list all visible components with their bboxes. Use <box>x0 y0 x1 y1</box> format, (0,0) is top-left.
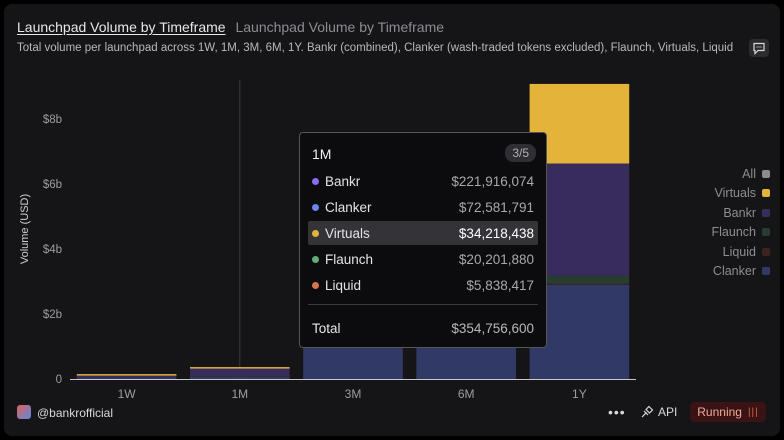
chart-title-secondary: Launchpad Volume by Timeframe <box>235 19 445 35</box>
bar-segment-bankr-1m <box>189 368 290 376</box>
legend-label: Bankr <box>723 205 756 220</box>
bar-segment-flaunch-1y <box>529 275 630 284</box>
chart-card: Launchpad Volume by Timeframe Launchpad … <box>4 4 780 436</box>
y-tick-label: 0 <box>56 374 62 386</box>
legend-label: All <box>742 166 756 181</box>
tooltip-series-value: $5,838,417 <box>466 277 534 293</box>
tooltip-row-flaunch: Flaunch $20,201,880 <box>308 247 538 271</box>
series-dot <box>312 203 319 211</box>
tooltip-total-label: Total <box>312 321 341 336</box>
legend-swatch <box>762 228 770 237</box>
avatar[interactable] <box>17 405 31 419</box>
status-label: Running <box>697 405 742 419</box>
y-tick-label: $6b <box>43 179 62 191</box>
bar-segment-virtuals-1w <box>76 374 177 376</box>
series-dot <box>312 255 319 263</box>
x-tick-label: 1Y <box>572 387 587 401</box>
tooltip-position-badge: 3/5 <box>505 144 536 162</box>
legend-item-bankr[interactable]: Bankr <box>712 203 770 223</box>
chart-tooltip: 1M 3/5 Bankr $221,916,074 Clanker $72,58… <box>299 132 547 348</box>
bar-segment-liquid-1y <box>529 283 630 285</box>
tooltip-total-row: Total $354,756,600 <box>312 321 534 336</box>
tooltip-period: 1M <box>312 146 332 162</box>
series-dot <box>312 229 319 237</box>
tooltip-row-virtuals: Virtuals $34,218,438 <box>308 221 538 245</box>
legend-swatch <box>762 169 770 178</box>
bar-segment-clanker-1m <box>189 376 290 379</box>
bar-segment-virtuals-1m <box>189 367 290 369</box>
footer-bar: @bankrofficial ••• API Running ||| <box>4 402 780 424</box>
tooltip-series-value: $72,581,791 <box>458 199 534 215</box>
x-tick-label: 3M <box>345 387 362 401</box>
legend: All Virtuals Bankr Flaunch Liquid Clanke… <box>712 164 770 281</box>
legend-label: Virtuals <box>714 186 756 201</box>
legend-item-liquid[interactable]: Liquid <box>712 242 770 262</box>
tooltip-series-value: $221,916,074 <box>451 173 534 189</box>
y-tick-label: $8b <box>43 114 62 126</box>
legend-swatch <box>762 247 770 256</box>
bar-segment-bankr-1w <box>76 375 177 378</box>
y-axis-label: Volume (USD) <box>19 194 31 264</box>
legend-label: Liquid <box>722 244 756 259</box>
x-tick-label: 6M <box>458 387 475 401</box>
comment-button[interactable] <box>749 39 769 57</box>
tooltip-series-value: $20,201,880 <box>458 251 534 267</box>
tooltip-row-bankr: Bankr $221,916,074 <box>308 169 538 193</box>
tooltip-series-name: Bankr <box>325 173 361 189</box>
chart-subtitle: Total volume per launchpad across 1W, 1M… <box>17 42 734 54</box>
api-icon <box>641 405 654 418</box>
tooltip-row-clanker: Clanker $72,581,791 <box>308 195 538 219</box>
legend-swatch <box>762 208 770 217</box>
tooltip-series-name: Liquid <box>325 277 362 293</box>
stacked-bar-chart: 0 $2b $4b $6b $8b 1W 1M 3M 6M 1Y Volume (USD) <box>19 80 636 401</box>
tooltip-series-name: Virtuals <box>325 225 370 241</box>
chart-title[interactable]: Launchpad Volume by Timeframe <box>17 19 226 35</box>
legend-label: Flaunch <box>711 225 756 240</box>
legend-item-virtuals[interactable]: Virtuals <box>712 184 770 204</box>
tooltip-total-value: $354,756,600 <box>451 321 534 336</box>
pause-icon: ||| <box>747 406 759 418</box>
tooltip-series-value: $34,218,438 <box>458 225 534 241</box>
title-row: Launchpad Volume by Timeframe Launchpad … <box>17 19 444 35</box>
legend-item-flaunch[interactable]: Flaunch <box>712 223 770 243</box>
legend-label: Clanker <box>712 264 756 279</box>
tooltip-row-liquid: Liquid $5,838,417 <box>308 273 538 297</box>
y-tick-label: $4b <box>43 244 62 256</box>
x-tick-label: 1M <box>231 387 248 401</box>
series-dot <box>312 177 319 185</box>
more-options-button[interactable]: ••• <box>608 404 626 420</box>
legend-swatch <box>762 189 770 198</box>
y-tick-label: $2b <box>43 309 62 321</box>
tooltip-divider <box>308 304 538 305</box>
legend-item-all[interactable]: All <box>712 164 770 184</box>
api-button[interactable]: API <box>640 405 677 419</box>
tooltip-series-name: Clanker <box>325 199 372 215</box>
x-tick-label: 1W <box>118 387 137 401</box>
api-label: API <box>658 405 678 419</box>
bar-segment-clanker-1w <box>76 377 177 379</box>
legend-swatch <box>762 267 770 276</box>
status-badge[interactable]: Running ||| <box>690 402 766 422</box>
comment-icon <box>753 42 765 55</box>
legend-item-clanker[interactable]: Clanker <box>712 262 770 282</box>
tooltip-series-name: Flaunch <box>325 251 374 267</box>
author-handle[interactable]: @bankrofficial <box>37 406 113 420</box>
series-dot <box>312 281 319 289</box>
